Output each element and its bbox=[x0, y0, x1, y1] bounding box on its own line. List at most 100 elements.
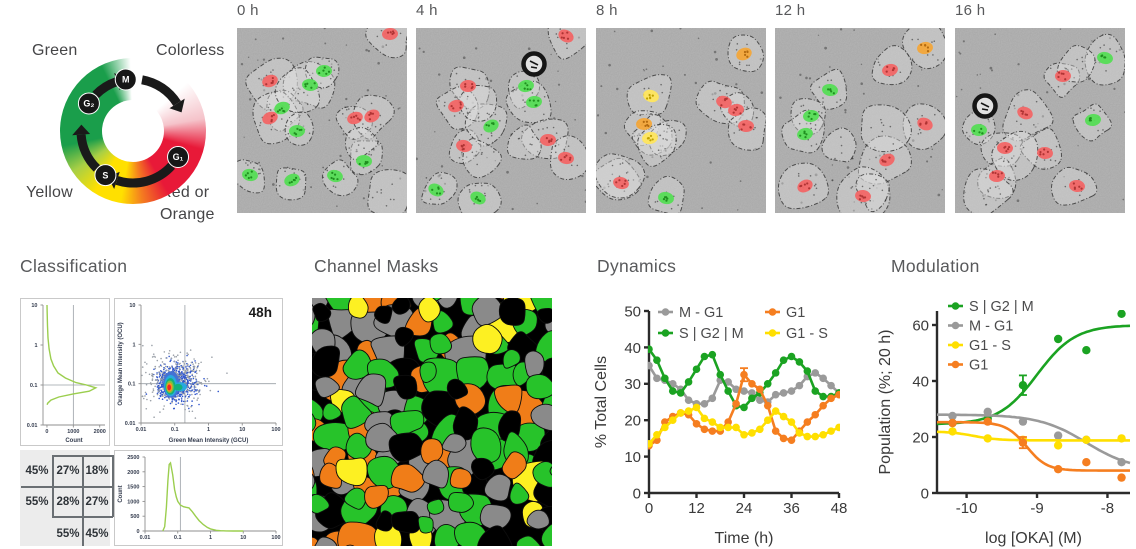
series-count-curve bbox=[162, 461, 244, 532]
svg-text:M: M bbox=[122, 75, 130, 85]
svg-text:2500: 2500 bbox=[127, 455, 139, 461]
svg-text:0.1: 0.1 bbox=[30, 383, 38, 389]
cycle-arrow bbox=[92, 77, 119, 99]
svg-text:24: 24 bbox=[736, 500, 753, 517]
classification-scatter-plot: 0.01 0.1 1 10 100 0.01 0.1 1 10 Green Mean Intens… bbox=[114, 298, 283, 446]
svg-text:0.01: 0.01 bbox=[125, 421, 136, 427]
phase-marker-g bbox=[77, 92, 100, 115]
timepoint-label: 8 h bbox=[596, 2, 618, 19]
svg-text:48: 48 bbox=[831, 500, 848, 517]
cycle-arrow bbox=[141, 75, 181, 106]
svg-text:G₂: G₂ bbox=[83, 99, 94, 109]
phase-contrast-image bbox=[416, 28, 586, 213]
phase-contrast-image bbox=[955, 28, 1125, 213]
classification-histogram-bottom: 0.01 0.1 1 10 100 0 500 1000 1500 2000 2500 Count bbox=[114, 450, 283, 546]
cycle-arrowhead bbox=[72, 124, 91, 136]
classification-percentage-table: 45% 27% 18% 55% 28% 27% 55% 45% bbox=[20, 450, 114, 546]
svg-text:10: 10 bbox=[31, 303, 37, 309]
svg-text:% Total Cells: % Total Cells bbox=[593, 356, 610, 448]
microscopy-tile-4-h: 4 h bbox=[416, 2, 586, 213]
svg-text:0.1: 0.1 bbox=[174, 535, 182, 541]
svg-text:0: 0 bbox=[136, 529, 139, 535]
svg-text:0: 0 bbox=[645, 500, 653, 517]
table-cell: 55% bbox=[25, 496, 49, 508]
svg-text:10: 10 bbox=[240, 535, 246, 541]
svg-text:20: 20 bbox=[912, 429, 929, 446]
svg-text:1: 1 bbox=[209, 535, 212, 541]
svg-text:G1: G1 bbox=[786, 305, 805, 321]
svg-text:500: 500 bbox=[130, 514, 139, 520]
phase-contrast-image bbox=[237, 28, 407, 213]
svg-text:G1: G1 bbox=[969, 358, 988, 374]
svg-text:0: 0 bbox=[633, 485, 641, 502]
table-cell: 28% bbox=[56, 496, 80, 508]
channel-masks-title: Channel Masks bbox=[314, 256, 439, 276]
dynamics-title: Dynamics bbox=[597, 256, 677, 276]
svg-text:0.1: 0.1 bbox=[128, 382, 136, 388]
svg-text:60: 60 bbox=[912, 317, 929, 334]
table-cell: 55% bbox=[56, 528, 80, 540]
svg-text:0: 0 bbox=[921, 485, 929, 502]
svg-text:100: 100 bbox=[271, 535, 280, 541]
svg-text:40: 40 bbox=[912, 373, 929, 390]
svg-text:2000: 2000 bbox=[94, 429, 106, 435]
dynamics-chart: 0 12 24 36 48 0 10 20 30 40 50 Time (h) % Total Cell… bbox=[592, 286, 864, 549]
svg-text:0.01: 0.01 bbox=[27, 423, 38, 429]
microscopy-tile-0-h: 0 h bbox=[237, 2, 407, 213]
table-cell: 45% bbox=[25, 465, 49, 477]
svg-text:12: 12 bbox=[688, 500, 705, 517]
svg-text:M - G1: M - G1 bbox=[679, 305, 723, 321]
modulation-title: Modulation bbox=[891, 256, 980, 276]
phase-marker-s bbox=[94, 164, 117, 187]
classification-left-histogram: 0 1000 2000 0.01 0.1 1 10 Count bbox=[27, 303, 106, 444]
modulation-chart: -10 -9 -8 0 20 40 60 log [OKA] (M) Population (%… bbox=[876, 286, 1136, 549]
series-density-contours bbox=[163, 371, 187, 398]
classification-scatter: 0.01 0.1 1 10 100 0.01 0.1 1 10 Green Mean Intens… bbox=[118, 303, 281, 444]
phase-marker-m bbox=[114, 68, 137, 91]
series-count-curve bbox=[46, 304, 98, 406]
cell-cycle-legend: Green Colorless Yellow Red or Orange M G₁… bbox=[10, 10, 240, 250]
svg-text:10: 10 bbox=[624, 449, 641, 466]
svg-text:S | G2 | M: S | G2 | M bbox=[969, 299, 1034, 315]
cycle-arrow bbox=[76, 134, 101, 172]
cell-cycle-arrows: M G₁ S G₂ bbox=[72, 68, 190, 190]
phase-contrast-image bbox=[775, 28, 945, 213]
svg-text:1500: 1500 bbox=[127, 485, 139, 491]
wheel-label-green: Green bbox=[32, 42, 78, 59]
wheel-label-yellow: Yellow bbox=[26, 184, 73, 201]
table-rule bbox=[21, 486, 52, 488]
svg-text:S | G2 | M: S | G2 | M bbox=[679, 326, 744, 342]
svg-text:20: 20 bbox=[624, 413, 641, 430]
classification-histogram-left: 0 1000 2000 0.01 0.1 1 10 Count bbox=[20, 298, 110, 446]
series-s-g2-m bbox=[936, 310, 1131, 428]
series-g1-s bbox=[648, 403, 840, 448]
svg-text:-8: -8 bbox=[1101, 500, 1114, 517]
table-cell: 27% bbox=[85, 496, 109, 508]
svg-text:30: 30 bbox=[624, 376, 641, 393]
svg-text:Population (%; 20 h): Population (%; 20 h) bbox=[877, 330, 894, 475]
series-s-g2-m bbox=[648, 345, 840, 412]
svg-text:G1 - S: G1 - S bbox=[786, 326, 828, 342]
svg-text:10: 10 bbox=[239, 427, 245, 433]
wheel-label-red-line2: Orange bbox=[160, 206, 215, 223]
svg-text:48h: 48h bbox=[249, 305, 272, 320]
svg-text:log [OKA] (M): log [OKA] (M) bbox=[985, 530, 1082, 547]
microscopy-tile-12-h: 12 h bbox=[775, 2, 945, 213]
table-cell: 27% bbox=[56, 465, 80, 477]
svg-text:G1 - S: G1 - S bbox=[969, 338, 1011, 354]
table-cell: 45% bbox=[85, 528, 109, 540]
cell-cycle-ring-hole bbox=[102, 100, 164, 162]
svg-text:-10: -10 bbox=[956, 500, 978, 517]
timepoint-label: 4 h bbox=[416, 2, 438, 19]
microscopy-tile-8-h: 8 h bbox=[596, 2, 766, 213]
svg-text:10: 10 bbox=[129, 303, 135, 309]
svg-text:1: 1 bbox=[34, 343, 37, 349]
svg-text:0.1: 0.1 bbox=[171, 427, 179, 433]
timepoint-label: 12 h bbox=[775, 2, 806, 19]
modulation: -10 -9 -8 0 20 40 60 log [OKA] (M) Population (%… bbox=[877, 299, 1131, 547]
table-cell: 18% bbox=[85, 465, 109, 477]
svg-text:36: 36 bbox=[783, 500, 800, 517]
svg-text:Count: Count bbox=[65, 438, 82, 444]
